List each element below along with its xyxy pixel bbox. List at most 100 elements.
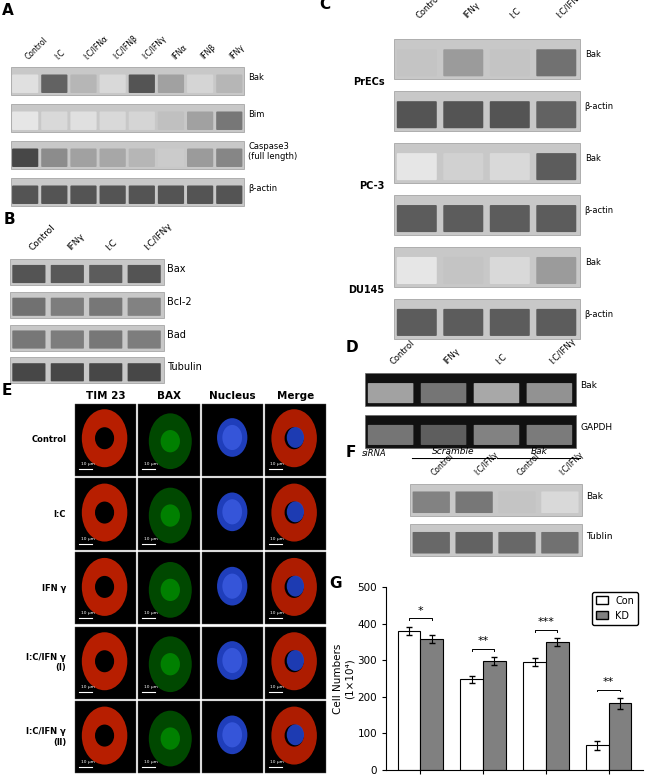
Ellipse shape: [95, 724, 114, 747]
Text: Control: Control: [31, 435, 66, 444]
Ellipse shape: [95, 502, 114, 524]
Ellipse shape: [272, 633, 317, 690]
FancyBboxPatch shape: [396, 153, 437, 180]
FancyBboxPatch shape: [536, 101, 577, 128]
FancyBboxPatch shape: [541, 492, 578, 513]
Text: 10 μm: 10 μm: [270, 760, 284, 764]
Text: IFNγ: IFNγ: [228, 43, 246, 61]
FancyBboxPatch shape: [216, 185, 242, 204]
Ellipse shape: [287, 501, 304, 522]
FancyBboxPatch shape: [12, 185, 38, 204]
Bar: [394, 247, 580, 287]
FancyBboxPatch shape: [216, 149, 242, 167]
Ellipse shape: [272, 706, 317, 765]
Text: 10 μm: 10 μm: [81, 760, 94, 764]
Ellipse shape: [95, 650, 114, 672]
Ellipse shape: [287, 427, 304, 448]
Text: I:C/IFNβ: I:C/IFNβ: [112, 33, 139, 61]
Text: IFNγ: IFNγ: [462, 1, 481, 20]
Text: Control: Control: [515, 451, 541, 478]
Ellipse shape: [217, 492, 248, 531]
Ellipse shape: [149, 488, 192, 543]
Bar: [10, 324, 164, 351]
FancyBboxPatch shape: [70, 149, 97, 167]
FancyBboxPatch shape: [70, 75, 97, 93]
FancyBboxPatch shape: [443, 49, 484, 76]
Text: 10 μm: 10 μm: [270, 612, 284, 615]
FancyBboxPatch shape: [187, 185, 213, 204]
Text: I:C: I:C: [495, 352, 508, 366]
FancyBboxPatch shape: [396, 257, 437, 284]
Bar: [394, 39, 580, 79]
Ellipse shape: [222, 648, 242, 673]
FancyBboxPatch shape: [127, 265, 161, 283]
FancyBboxPatch shape: [99, 185, 125, 204]
Text: 10 μm: 10 μm: [81, 612, 94, 615]
Text: Bak: Bak: [580, 381, 597, 390]
Ellipse shape: [161, 653, 180, 675]
Text: I:C/IFNγ: I:C/IFNγ: [554, 0, 584, 20]
Bar: [11, 178, 244, 206]
Text: D: D: [346, 340, 359, 355]
Text: 10 μm: 10 μm: [270, 537, 284, 541]
Text: Control: Control: [430, 451, 456, 478]
Bar: [394, 143, 580, 183]
FancyBboxPatch shape: [41, 185, 68, 204]
Ellipse shape: [287, 724, 304, 745]
FancyBboxPatch shape: [526, 383, 572, 403]
FancyBboxPatch shape: [51, 331, 84, 349]
FancyBboxPatch shape: [129, 185, 155, 204]
Bar: [10, 357, 164, 384]
Text: *: *: [417, 605, 423, 615]
Bar: [10, 292, 164, 317]
FancyBboxPatch shape: [12, 75, 38, 93]
Text: I:C: I:C: [54, 510, 66, 519]
FancyBboxPatch shape: [158, 111, 184, 130]
Bar: [365, 373, 577, 406]
Text: I:C: I:C: [508, 5, 522, 20]
Ellipse shape: [222, 573, 242, 599]
Ellipse shape: [161, 504, 180, 527]
FancyBboxPatch shape: [396, 49, 437, 76]
FancyBboxPatch shape: [12, 149, 38, 167]
Bar: [11, 103, 244, 132]
FancyBboxPatch shape: [499, 532, 536, 553]
Ellipse shape: [82, 558, 127, 616]
Text: IFNβ: IFNβ: [199, 43, 218, 61]
Text: Control: Control: [415, 0, 443, 20]
Text: 10 μm: 10 μm: [144, 612, 157, 615]
Bar: [365, 415, 577, 448]
Ellipse shape: [217, 567, 248, 605]
FancyBboxPatch shape: [474, 425, 519, 445]
FancyBboxPatch shape: [536, 205, 577, 232]
FancyBboxPatch shape: [456, 492, 493, 513]
Text: DU145: DU145: [348, 285, 385, 295]
Ellipse shape: [95, 427, 114, 449]
Ellipse shape: [82, 484, 127, 541]
Text: ***: ***: [538, 617, 554, 627]
Text: Control: Control: [24, 35, 50, 61]
Ellipse shape: [222, 425, 242, 450]
Text: 10 μm: 10 μm: [81, 462, 94, 467]
Text: I:C/IFNγ: I:C/IFNγ: [547, 337, 577, 366]
FancyBboxPatch shape: [12, 265, 46, 283]
Text: I:C/IFNγ: I:C/IFNγ: [142, 222, 174, 252]
FancyBboxPatch shape: [421, 383, 466, 403]
Text: β-actin: β-actin: [584, 205, 614, 215]
Ellipse shape: [149, 562, 192, 618]
FancyBboxPatch shape: [541, 532, 578, 553]
FancyBboxPatch shape: [127, 363, 161, 381]
Text: I:C/IFNγ: I:C/IFNγ: [140, 33, 168, 61]
FancyBboxPatch shape: [499, 492, 536, 513]
FancyBboxPatch shape: [41, 75, 68, 93]
Y-axis label: Cell Numbers
(1×10⁴): Cell Numbers (1×10⁴): [333, 643, 354, 713]
Text: 10 μm: 10 μm: [270, 462, 284, 467]
Ellipse shape: [285, 502, 304, 524]
Text: Bad: Bad: [167, 330, 186, 339]
Ellipse shape: [287, 650, 304, 671]
Text: TIM 23: TIM 23: [86, 391, 125, 401]
Bar: [460, 679, 483, 770]
FancyBboxPatch shape: [421, 425, 466, 445]
FancyBboxPatch shape: [129, 111, 155, 130]
Ellipse shape: [222, 499, 242, 524]
